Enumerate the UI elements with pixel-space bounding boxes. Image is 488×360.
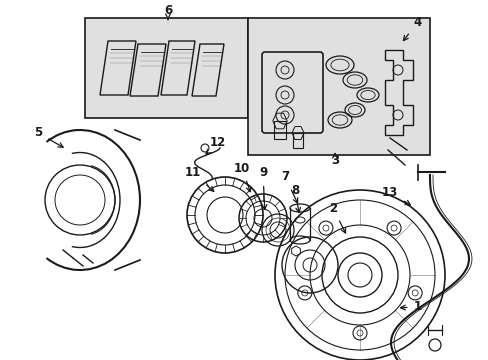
Text: 5: 5 (34, 126, 63, 147)
Text: 1: 1 (400, 301, 421, 314)
Text: 3: 3 (330, 153, 338, 166)
Text: 10: 10 (233, 162, 250, 192)
Text: 11: 11 (184, 166, 213, 191)
Text: 2: 2 (328, 202, 345, 233)
Bar (273, 121, 285, 139)
Bar (292, 133, 303, 148)
Text: 4: 4 (403, 15, 421, 41)
Text: 9: 9 (258, 166, 266, 210)
Text: 7: 7 (281, 171, 297, 203)
Bar (85, 18, 247, 118)
Text: 8: 8 (290, 184, 300, 212)
Text: 13: 13 (381, 185, 409, 205)
Bar (247, 18, 429, 155)
Text: 6: 6 (163, 4, 172, 19)
Text: 12: 12 (205, 136, 225, 154)
